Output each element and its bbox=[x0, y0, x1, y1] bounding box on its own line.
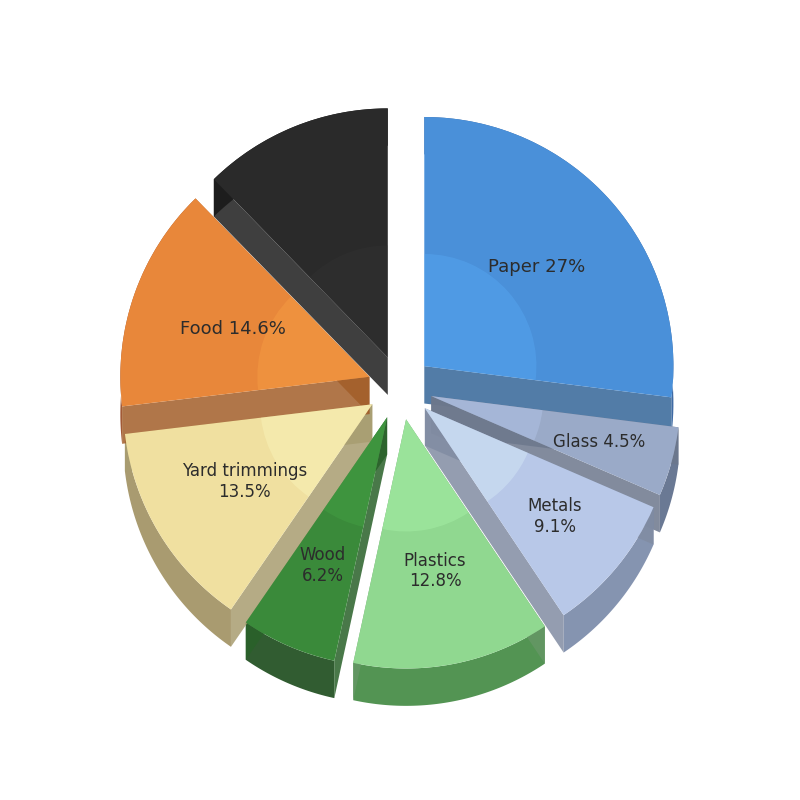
Text: Wood
6.2%: Wood 6.2% bbox=[300, 546, 346, 586]
Polygon shape bbox=[246, 622, 334, 698]
Wedge shape bbox=[424, 117, 674, 398]
Polygon shape bbox=[424, 366, 671, 434]
Polygon shape bbox=[214, 109, 388, 217]
Wedge shape bbox=[425, 408, 528, 502]
Polygon shape bbox=[660, 427, 678, 533]
Polygon shape bbox=[214, 179, 388, 395]
Wedge shape bbox=[258, 297, 370, 390]
Wedge shape bbox=[354, 419, 545, 669]
Wedge shape bbox=[424, 254, 537, 380]
Text: Metals
9.1%: Metals 9.1% bbox=[528, 498, 582, 536]
Wedge shape bbox=[214, 109, 388, 358]
Polygon shape bbox=[425, 408, 654, 545]
Wedge shape bbox=[125, 404, 372, 610]
Polygon shape bbox=[231, 404, 372, 647]
Text: Yard trimmings
13.5%: Yard trimmings 13.5% bbox=[182, 462, 307, 501]
Wedge shape bbox=[425, 408, 654, 615]
Text: Plastics
12.8%: Plastics 12.8% bbox=[404, 552, 466, 590]
Text: Paper 27%: Paper 27% bbox=[488, 258, 585, 276]
Wedge shape bbox=[120, 198, 370, 406]
Polygon shape bbox=[125, 434, 231, 647]
Text: Food 14.6%: Food 14.6% bbox=[180, 320, 286, 338]
Wedge shape bbox=[246, 418, 387, 661]
Polygon shape bbox=[406, 419, 545, 664]
Polygon shape bbox=[122, 377, 370, 444]
Wedge shape bbox=[431, 396, 678, 495]
Polygon shape bbox=[120, 198, 195, 444]
Wedge shape bbox=[431, 396, 542, 441]
Polygon shape bbox=[424, 117, 674, 434]
Polygon shape bbox=[334, 418, 387, 698]
Wedge shape bbox=[310, 246, 388, 358]
Wedge shape bbox=[323, 418, 387, 527]
Wedge shape bbox=[261, 404, 372, 497]
Polygon shape bbox=[431, 396, 660, 533]
Polygon shape bbox=[564, 507, 654, 653]
Wedge shape bbox=[382, 419, 469, 531]
Polygon shape bbox=[425, 408, 564, 653]
Polygon shape bbox=[354, 626, 545, 706]
Polygon shape bbox=[431, 396, 678, 465]
Polygon shape bbox=[354, 419, 406, 700]
Polygon shape bbox=[246, 418, 387, 660]
Polygon shape bbox=[195, 198, 370, 414]
Polygon shape bbox=[125, 404, 372, 471]
Text: Glass 4.5%: Glass 4.5% bbox=[554, 433, 646, 451]
